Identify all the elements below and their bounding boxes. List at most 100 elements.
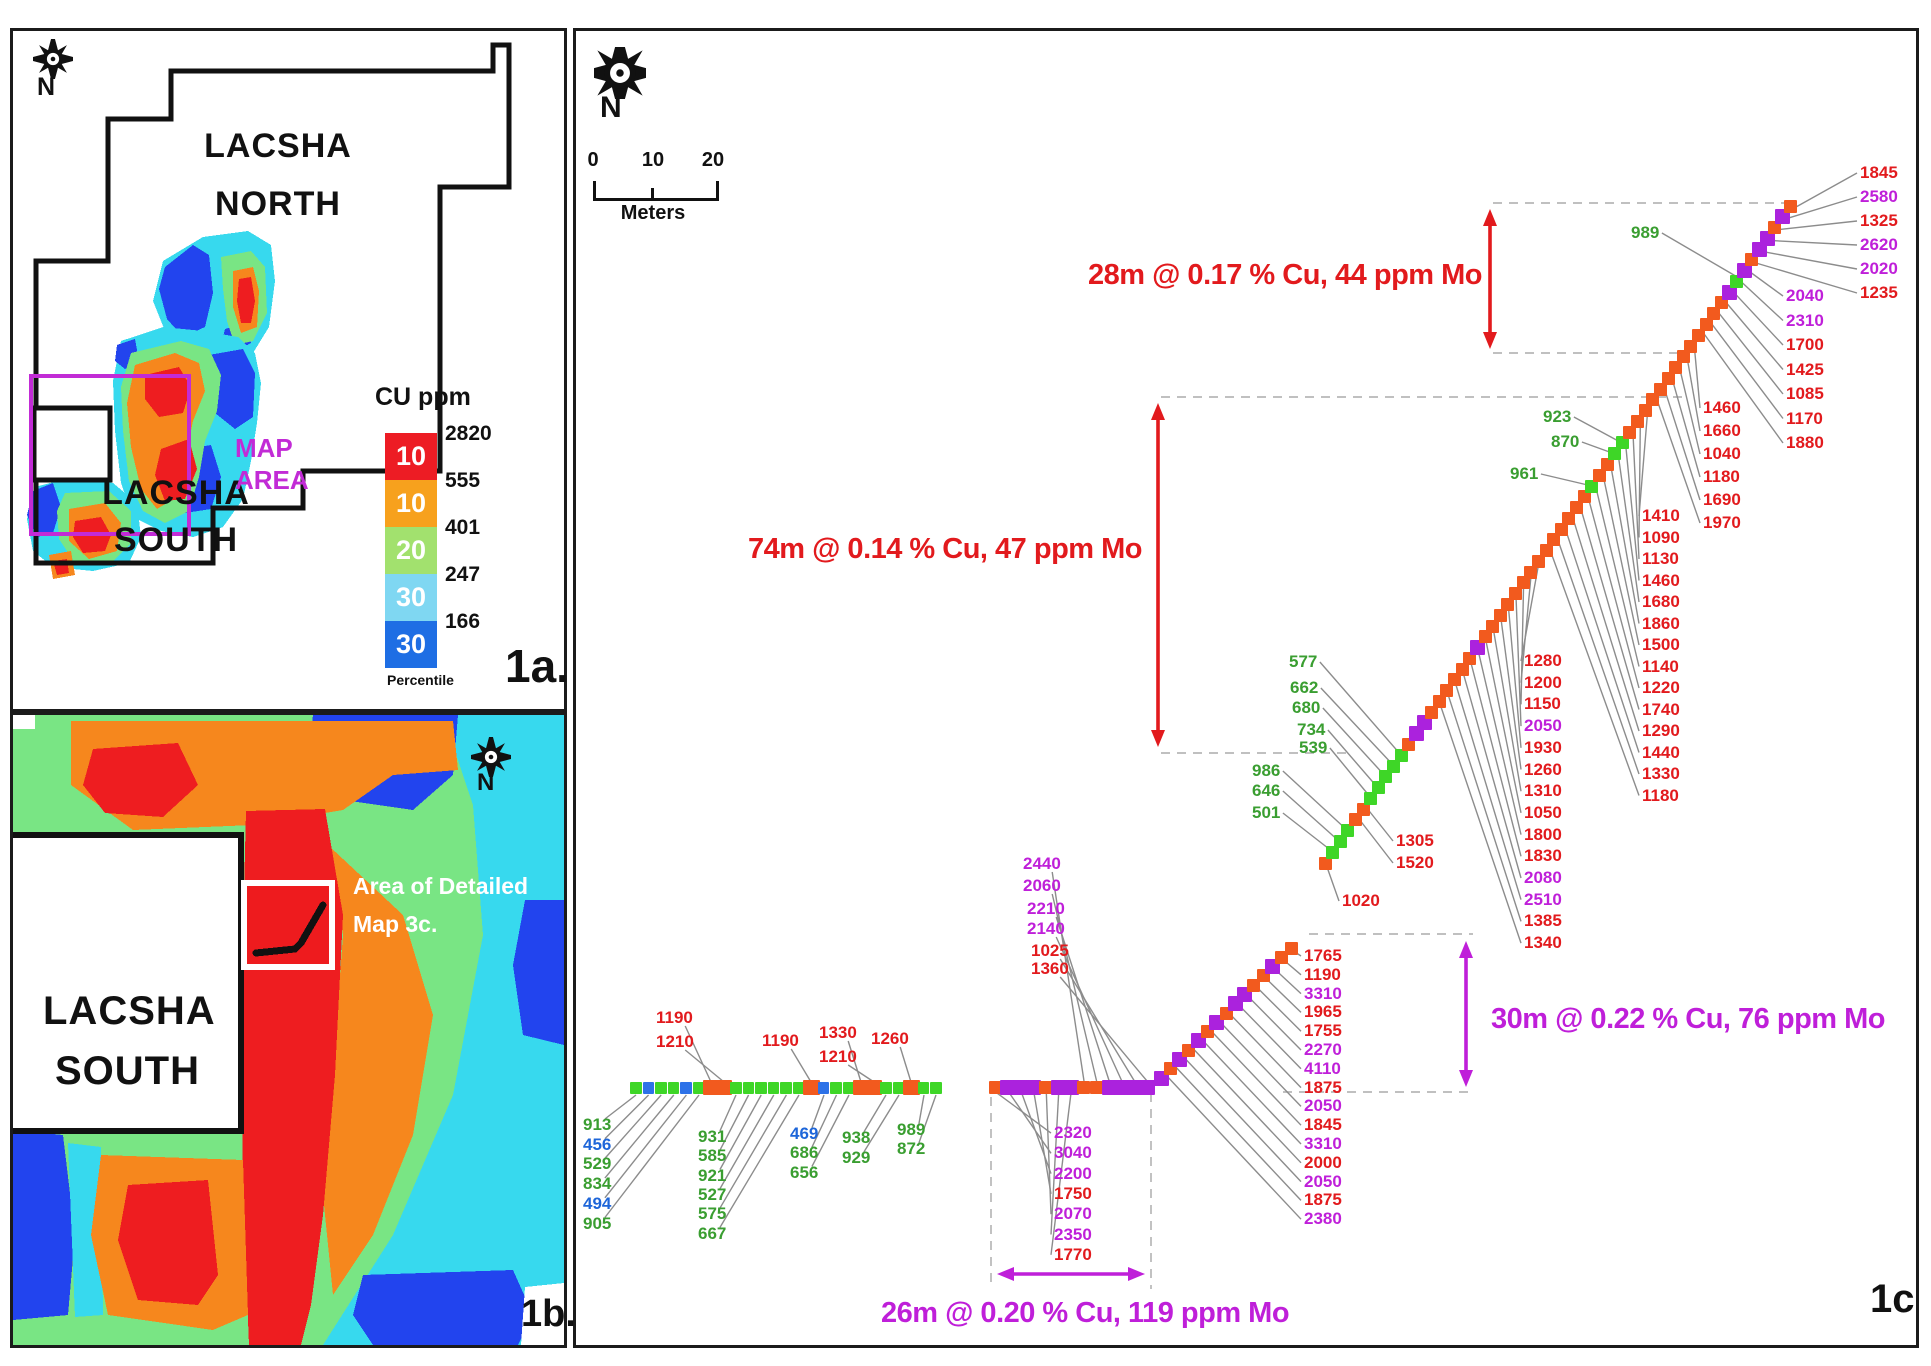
- assay-value-label: 1140: [1642, 656, 1679, 676]
- assay-value-label: 1360: [1031, 959, 1069, 978]
- assay-value-label: 2060: [1023, 876, 1061, 895]
- assay-value-label: 2310: [1786, 310, 1824, 330]
- assay-value-label: 1190: [1304, 964, 1341, 984]
- leader-line: [1771, 239, 1858, 246]
- arrow-head: [1459, 1070, 1473, 1087]
- leader-line: [1601, 471, 1640, 646]
- sample-square: [842, 1082, 855, 1094]
- sample-square: [692, 1082, 705, 1094]
- sample-square: [630, 1082, 642, 1094]
- assay-value-label: 961: [1510, 464, 1539, 483]
- sample-square: [1509, 587, 1523, 601]
- assay-value-label: 1025: [1031, 941, 1069, 960]
- leader-line: [684, 1049, 725, 1083]
- assay-value-label: 1130: [1642, 549, 1679, 568]
- sample-square: [780, 1082, 792, 1094]
- assay-value-label: 1770: [1054, 1244, 1092, 1264]
- leader-line: [604, 1094, 675, 1179]
- lacsha-south-line2: SOUTH: [114, 521, 238, 559]
- assay-value-label: 872: [897, 1139, 926, 1158]
- assay-value-label: 1180: [1642, 785, 1679, 805]
- leader-line: [1365, 806, 1394, 842]
- assay-value-label: 2050: [1524, 716, 1562, 736]
- assay-value-label: 1325: [1860, 211, 1898, 230]
- leader-line: [1164, 1073, 1302, 1220]
- assay-value-label: 1500: [1642, 635, 1680, 654]
- legend-threshold-value: 247: [445, 563, 481, 586]
- leader-line: [1469, 658, 1522, 857]
- assay-value-label: 577: [1289, 652, 1318, 671]
- leader-line: [1638, 417, 1642, 538]
- assay-value-label: 921: [698, 1165, 727, 1185]
- sample-square: [1050, 1079, 1066, 1095]
- leader-line: [1763, 251, 1858, 270]
- traverse-symbol: [252, 901, 327, 957]
- leader-line: [1594, 482, 1640, 667]
- leader-line: [1453, 679, 1522, 900]
- assay-value-label: 1875: [1304, 1077, 1342, 1097]
- assay-value-label: 539: [1299, 738, 1328, 757]
- arrow-head: [1483, 332, 1497, 349]
- assay-value-label: 1330: [1642, 764, 1680, 783]
- assay-value-label: 1410: [1642, 506, 1680, 525]
- assay-value-label: 1970: [1703, 513, 1741, 532]
- leader-line: [1779, 220, 1858, 231]
- sample-square: [742, 1082, 755, 1094]
- sample-square: [1101, 1079, 1117, 1095]
- assay-value-label: 1930: [1524, 737, 1562, 757]
- assay-value-label: 834: [583, 1174, 612, 1194]
- sample-square: [1039, 1080, 1053, 1094]
- assay-value-label: 1260: [1524, 759, 1562, 779]
- assay-value-label: 1690: [1703, 490, 1741, 509]
- assay-value-label: 986: [1252, 761, 1281, 780]
- assay-value-label: 1090: [1642, 527, 1680, 547]
- assay-value-label: 1425: [1786, 359, 1824, 379]
- assay-value-label: 923: [1543, 407, 1572, 426]
- map-area-label-line1: MAP: [235, 433, 293, 463]
- sample-square: [1114, 1079, 1130, 1095]
- leader-line: [719, 1094, 800, 1228]
- sample-square: [1707, 307, 1721, 321]
- leader-line: [1320, 687, 1395, 767]
- leader-line: [1476, 647, 1522, 835]
- area-of-detail-line1: Area of Detailed: [353, 873, 529, 899]
- assay-value-label: 646: [1252, 781, 1281, 800]
- assay-value-label: 1765: [1304, 946, 1342, 965]
- panel-detail-heatmap: LACSHA SOUTH Area of Detailed Map 3c. N …: [10, 712, 576, 1348]
- interval-annotation: 28m @ 0.17 % Cu, 44 ppm Mo: [1088, 259, 1483, 291]
- leader-line: [719, 1094, 737, 1132]
- assay-value-label: 4110: [1304, 1058, 1341, 1078]
- assay-value-label: 1180: [1703, 467, 1740, 486]
- assay-value-label: 1190: [762, 1031, 799, 1050]
- panel-overview-map: N LACSHA NORTH LACSHA SOUTH MAP AREA CU …: [10, 28, 569, 712]
- leader-line: [1191, 1046, 1302, 1164]
- leader-line: [790, 1048, 812, 1083]
- leader-line: [1661, 232, 1740, 279]
- leader-line: [1244, 992, 1302, 1051]
- leader-line: [1461, 668, 1522, 879]
- arrow-head: [1151, 730, 1165, 747]
- scale-tick-10: 10: [641, 149, 665, 171]
- leader-line: [1319, 661, 1402, 756]
- sample-square: [1425, 705, 1439, 719]
- assay-value-label: 2440: [1023, 854, 1061, 873]
- leader-line: [1322, 707, 1387, 778]
- leader-line: [1235, 1001, 1302, 1070]
- assay-value-label: 938: [842, 1128, 871, 1147]
- legend-swatch: 20: [385, 527, 437, 574]
- sample-square: [755, 1082, 767, 1094]
- leader-line: [1507, 604, 1522, 748]
- assay-value-label: 1150: [1524, 694, 1561, 714]
- assay-value-label: 1050: [1524, 802, 1562, 822]
- sample-square: [1089, 1080, 1103, 1094]
- sample-square: [930, 1082, 942, 1094]
- assay-value-label: 2200: [1054, 1163, 1092, 1183]
- assay-value-label: 1845: [1304, 1115, 1342, 1135]
- assay-value-label: 3310: [1304, 983, 1342, 1003]
- sample-square: [1768, 221, 1782, 235]
- assay-value-label: 1200: [1524, 672, 1562, 692]
- legend-swatch: 30: [385, 574, 437, 621]
- leader-line: [1045, 1092, 1052, 1215]
- assay-value-label: 1800: [1524, 824, 1562, 844]
